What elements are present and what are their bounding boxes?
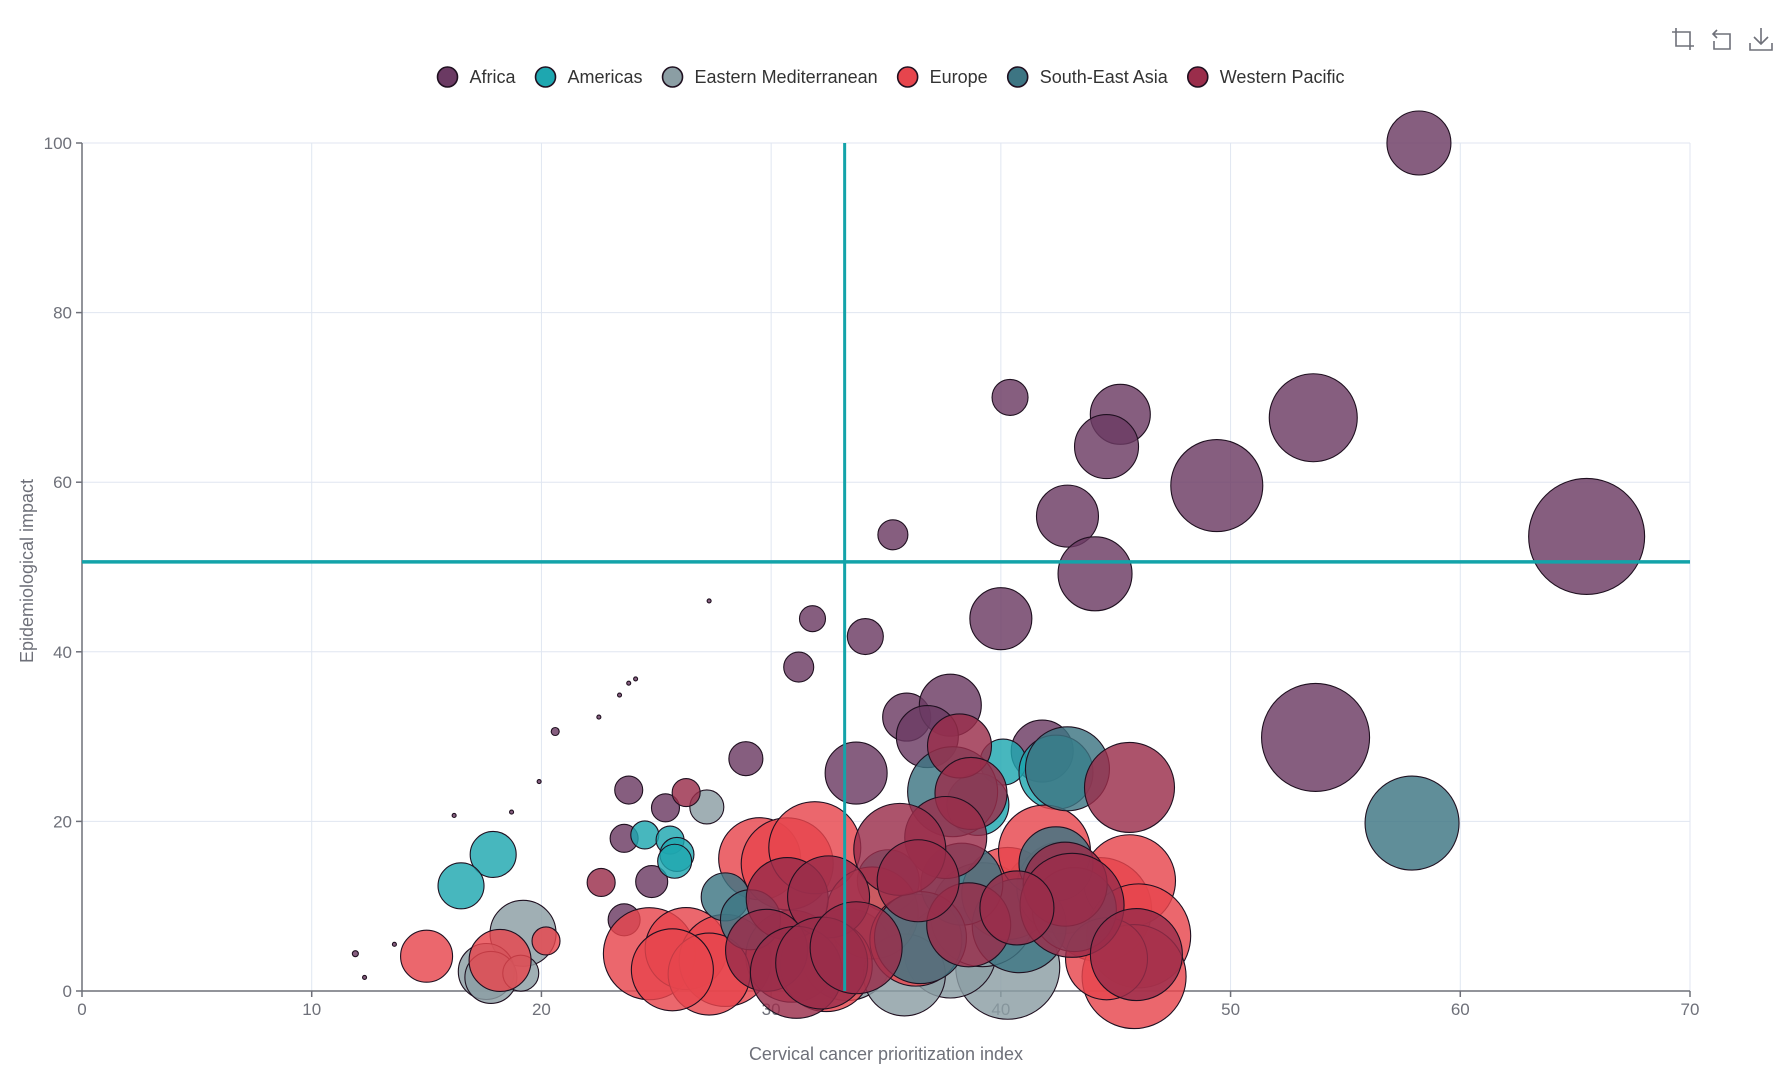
bubble-point[interactable] [536,778,542,785]
bubble-point[interactable] [468,928,532,993]
legend-label: Africa [470,67,517,87]
bubble-point[interactable] [671,778,701,808]
y-tick-label: 0 [63,982,72,1001]
series-0 [351,110,1646,980]
bubble-point[interactable] [1386,110,1452,176]
zoom-icon[interactable] [1670,26,1696,52]
legend-item[interactable]: Americas [534,66,643,88]
legend-marker [436,66,459,88]
bubble-point[interactable] [437,862,485,910]
reference-lines [82,143,1690,991]
bubble-point[interactable] [1268,373,1358,463]
bubble-point[interactable] [614,775,644,805]
x-tick-label: 20 [532,1000,551,1019]
bubble-point[interactable] [635,865,669,899]
bubble-point[interactable] [596,714,602,720]
y-tick-label: 80 [53,304,72,323]
bubble-point[interactable] [451,812,457,819]
bubble-point[interactable] [877,519,909,551]
bubble-point[interactable] [626,680,632,686]
download-icon[interactable] [1748,26,1774,52]
bubble-point[interactable] [630,820,660,850]
bubble-point[interactable] [876,839,960,923]
y-tick-label: 20 [53,812,72,831]
legend-label: Western Pacific [1220,67,1345,87]
bubble-point[interactable] [630,928,714,1012]
bubble-point[interactable] [550,726,560,737]
legend-label: Americas [568,67,643,87]
bubble-point[interactable] [1083,741,1176,834]
bubble-point[interactable] [1261,682,1371,792]
bubble-point[interactable] [351,950,359,958]
bubble-point[interactable] [391,941,397,947]
bubble-layer [351,110,1646,1030]
legend-item[interactable]: South-East Asia [1006,66,1169,88]
x-tick-label: 0 [77,1000,86,1019]
y-axis-title: Epidemiological impact [17,479,37,663]
bubble-point[interactable] [728,741,764,777]
bubble-point[interactable] [361,974,368,980]
legend-label: Europe [930,67,988,87]
bubble-point[interactable] [798,605,827,633]
bubble-point[interactable] [469,830,517,879]
legend-item[interactable]: Africa [436,66,517,88]
x-tick-label: 70 [1681,1000,1700,1019]
y-tick-label: 100 [44,134,72,153]
legend-item[interactable]: Western Pacific [1186,66,1345,88]
legend-marker [661,66,684,88]
y-tick-label: 40 [53,643,72,662]
bubble-point[interactable] [400,929,454,983]
legend-marker [896,66,919,88]
bubble-point[interactable] [991,378,1029,416]
grid-layer [82,142,1691,991]
legend-marker [534,66,557,88]
bubble-point[interactable] [650,793,681,823]
restore-icon[interactable] [1709,26,1735,52]
legend-item[interactable]: Eastern Mediterranean [661,66,878,88]
x-tick-label: 60 [1451,1000,1470,1019]
bubble-point[interactable] [979,870,1055,946]
bubble-point[interactable] [509,809,515,815]
x-tick-label: 50 [1221,1000,1240,1019]
bubble-point[interactable] [1528,477,1646,596]
bubble-point[interactable] [1089,907,1183,1002]
bubble-point[interactable] [846,617,884,656]
bubble-point[interactable] [1170,439,1264,533]
bubble-point[interactable] [809,901,903,995]
bubble-point[interactable] [531,926,561,956]
x-axis-title: Cervical cancer prioritization index [749,1044,1023,1064]
bubble-point[interactable] [1364,775,1460,871]
legend-label: South-East Asia [1040,67,1169,87]
legend-label: Eastern Mediterranean [695,67,878,87]
y-tick-label: 60 [53,473,72,492]
bubble-point[interactable] [783,651,815,683]
bubble-point[interactable] [1057,536,1133,612]
bubble-point[interactable] [633,676,639,682]
bubble-point[interactable] [824,741,888,805]
bubble-point[interactable] [706,598,712,604]
legend-marker [1186,66,1209,88]
bubble-point[interactable] [657,843,693,879]
x-tick-label: 10 [302,1000,321,1019]
bubble-point[interactable] [1035,484,1100,548]
legend-marker [1006,66,1029,88]
legend-item[interactable]: Europe [896,66,988,88]
bubble-point[interactable] [969,587,1033,651]
bubble-point[interactable] [586,867,616,898]
bubble-point[interactable] [616,692,623,698]
series-5 [586,713,1183,1019]
legend: Africa Americas Eastern Mediterranean Europ… [436,66,1345,88]
bubble-point[interactable] [1073,414,1140,480]
